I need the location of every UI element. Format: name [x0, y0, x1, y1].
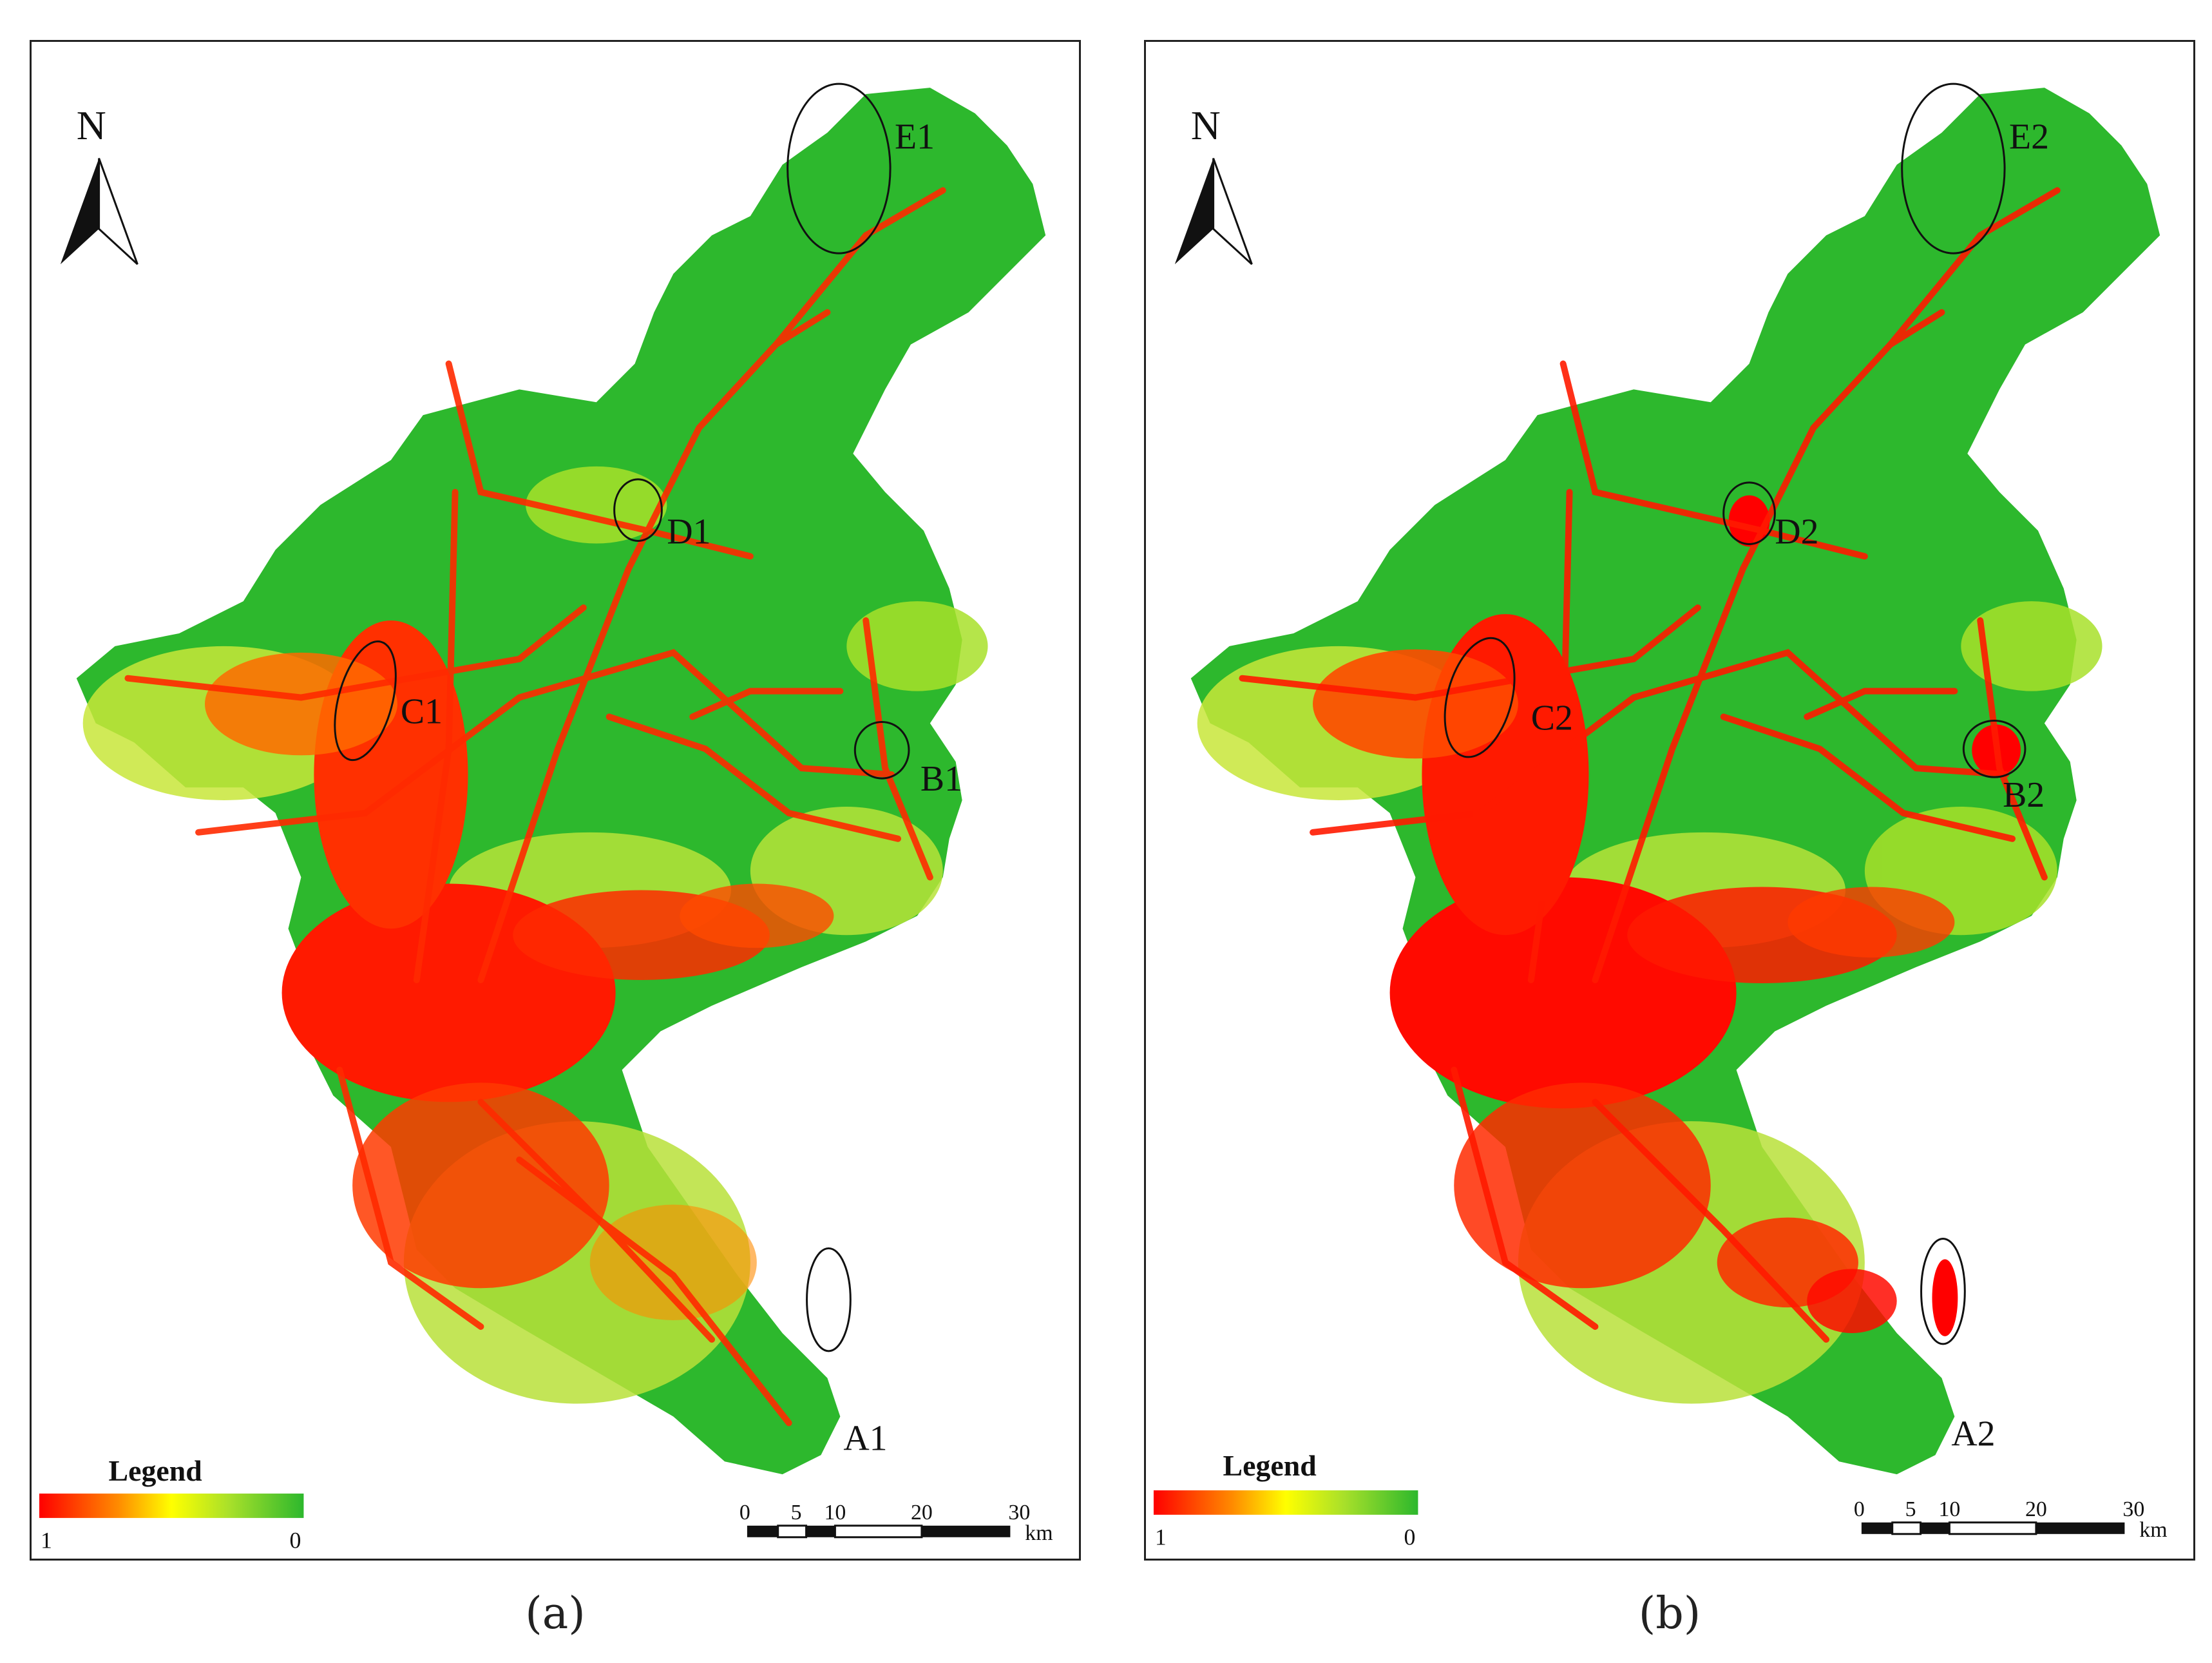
study-area — [1190, 88, 2160, 1475]
road-network — [124, 187, 946, 1427]
region-a1-ellipse — [806, 1247, 852, 1352]
region-b1-ellipse — [853, 720, 910, 780]
north-label: N — [77, 102, 106, 148]
map-panel-b: A2 B2 C2 D2 E2 N Legend 1 0 0 5 10 20 30… — [1144, 40, 2195, 1561]
scale-tick-0: 0 — [739, 1501, 750, 1524]
scale-unit: km — [1025, 1521, 1053, 1545]
scale-tick-0: 0 — [1854, 1497, 1865, 1521]
region-d2-ellipse — [1722, 481, 1776, 545]
scale-bar: 0 5 10 20 30 km — [739, 1501, 1053, 1545]
region-markers — [334, 82, 910, 1352]
scale-tick-20: 20 — [911, 1501, 933, 1524]
caption-a: (a) — [525, 1588, 586, 1639]
legend-title: Legend — [109, 1454, 202, 1487]
region-c1-ellipse — [334, 640, 397, 762]
region-a2-ellipse — [1920, 1237, 1966, 1345]
legend: Legend 1 0 — [39, 1454, 304, 1553]
legend-min-label: 1 — [41, 1528, 52, 1553]
scale-bar: 0 5 10 20 30 km — [1854, 1497, 2168, 1542]
scale-tick-10: 10 — [824, 1501, 846, 1524]
region-label-e2: E2 — [2009, 117, 2049, 157]
region-label-d1: D1 — [667, 512, 710, 552]
region-label-a1: A1 — [843, 1418, 887, 1458]
scale-tick-5: 5 — [1905, 1497, 1916, 1521]
region-label-a2: A2 — [1951, 1414, 1995, 1454]
north-arrow-icon: N — [1174, 102, 1253, 265]
legend-min-label: 1 — [1155, 1524, 1167, 1550]
legend-color-bar — [39, 1494, 304, 1518]
legend-max-label: 0 — [290, 1528, 301, 1553]
study-area — [76, 88, 1046, 1475]
region-label-b1: B1 — [920, 759, 962, 799]
legend-max-label: 0 — [1404, 1524, 1416, 1550]
north-arrow-icon: N — [60, 102, 138, 265]
scale-tick-20: 20 — [2025, 1497, 2047, 1521]
road-network — [1239, 187, 2061, 1343]
scale-tick-30: 30 — [1008, 1501, 1030, 1524]
scale-tick-10: 10 — [1938, 1497, 1960, 1521]
scale-tick-30: 30 — [2122, 1497, 2144, 1521]
region-b2-ellipse — [1962, 719, 2026, 778]
region-e1-ellipse — [787, 82, 891, 255]
map-panel-a: A1 B1 C1 D1 E1 N Legend 1 0 0 5 10 20 — [30, 40, 1081, 1561]
map-a-svg: A1 B1 C1 D1 E1 N Legend 1 0 0 5 10 20 — [39, 82, 1053, 1553]
caption-b: (b) — [1638, 1588, 1701, 1639]
urban-core — [205, 620, 834, 1321]
region-label-c2: C2 — [1531, 698, 1573, 738]
region-label-e1: E1 — [895, 117, 935, 157]
region-label-d2: D2 — [1775, 512, 1818, 552]
region-d1-ellipse — [613, 478, 663, 542]
region-c2-ellipse — [1444, 637, 1516, 758]
region-label-c1: C1 — [401, 691, 443, 731]
region-e2-ellipse — [1901, 82, 2006, 255]
north-label: N — [1191, 102, 1221, 148]
map-b-svg: A2 B2 C2 D2 E2 N Legend 1 0 0 5 10 20 30… — [1153, 82, 2168, 1550]
scale-unit: km — [2139, 1518, 2167, 1542]
scale-tick-5: 5 — [791, 1501, 802, 1524]
legend: Legend 1 0 — [1153, 1449, 1418, 1550]
region-label-b2: B2 — [2003, 775, 2045, 815]
legend-color-bar — [1153, 1490, 1418, 1515]
legend-title: Legend — [1223, 1449, 1317, 1482]
region-markers — [1444, 82, 2026, 1345]
